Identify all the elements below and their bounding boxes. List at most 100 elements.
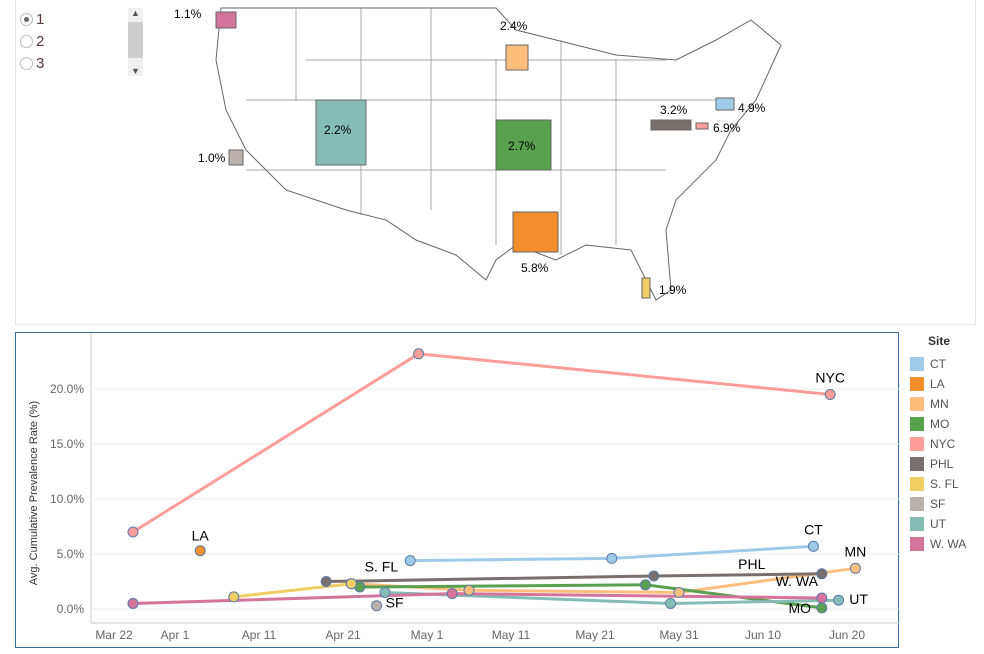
state-value-label: 1.0% <box>198 151 226 165</box>
x-tick-label: May 11 <box>492 628 531 642</box>
y-tick-label: 15.0% <box>50 437 84 451</box>
data-point[interactable] <box>127 598 139 609</box>
data-point[interactable] <box>673 587 685 598</box>
legend-item[interactable]: PHL <box>910 454 966 474</box>
legend-swatch <box>910 357 924 371</box>
legend-label: MO <box>930 417 950 431</box>
data-point[interactable] <box>665 598 677 609</box>
legend-item[interactable]: UT <box>910 514 966 534</box>
filter-option-1[interactable]: 1 <box>20 8 44 30</box>
data-point[interactable] <box>228 591 240 603</box>
state-MN[interactable]: 2.4% <box>500 19 529 71</box>
data-point[interactable] <box>379 587 391 598</box>
filter-option-3[interactable]: 3 <box>20 52 44 74</box>
state-UT[interactable]: 2.2% <box>315 99 367 166</box>
y-tick-label: 5.0% <box>57 547 85 561</box>
y-axis-title: Avg. Cumulative Prevalence Rate (%) <box>28 401 40 585</box>
radio-button[interactable] <box>20 12 33 26</box>
site-filter: 1 2 3 <box>20 8 44 74</box>
y-tick-label: 0.0% <box>57 602 85 616</box>
us-map: 1.1% 2.4% 2.2% 2.7% 3.2% 4.9% 6.9% 1.0% 5.8% 1.9% <box>15 0 976 325</box>
data-point[interactable] <box>816 568 828 580</box>
state-FL[interactable]: 1.9% <box>641 277 687 299</box>
legend-swatch <box>910 417 924 431</box>
state-CA[interactable]: 1.0% <box>198 149 244 166</box>
series-label: LA <box>192 528 210 544</box>
state-PA[interactable]: 3.2% <box>650 103 692 131</box>
legend-label: LA <box>930 377 945 391</box>
state-value-label: 6.9% <box>713 121 741 135</box>
x-tick-label: Jun 10 <box>745 628 781 642</box>
state-value-label: 3.2% <box>660 103 688 117</box>
option-label: 2 <box>36 32 45 50</box>
legend-label: MN <box>930 397 949 411</box>
data-point[interactable] <box>648 570 660 582</box>
state-LA[interactable]: 5.8% <box>512 211 559 275</box>
data-point[interactable] <box>446 588 458 600</box>
data-point[interactable] <box>807 540 819 552</box>
option-label: 3 <box>36 54 45 72</box>
data-point[interactable] <box>606 552 618 564</box>
radio-button[interactable] <box>20 34 33 48</box>
data-point[interactable] <box>849 562 861 574</box>
series-line-NYC <box>132 352 831 534</box>
data-point[interactable] <box>816 602 828 614</box>
x-tick-label: Apr 11 <box>242 628 277 642</box>
legend-item[interactable]: MN <box>910 394 966 414</box>
series-label: NYC <box>815 370 845 386</box>
x-tick-label: May 1 <box>411 628 444 642</box>
series-label: CT <box>804 521 823 537</box>
legend-item[interactable]: MO <box>910 414 966 434</box>
data-point[interactable] <box>816 592 828 604</box>
scroll-up-icon[interactable]: ▲ <box>131 8 140 18</box>
state-WA[interactable]: 1.1% <box>174 7 237 29</box>
state-value-label: 1.1% <box>174 7 202 21</box>
series-label: W. WA <box>776 573 819 589</box>
state-CT[interactable]: 4.9% <box>715 97 766 115</box>
state-value-label: 5.8% <box>521 261 549 275</box>
legend-item[interactable]: LA <box>910 374 966 394</box>
legend-label: CT <box>930 357 946 371</box>
legend-swatch <box>910 497 924 511</box>
data-point[interactable] <box>639 579 651 591</box>
scroll-thumb[interactable] <box>128 22 143 58</box>
legend-swatch <box>910 377 924 391</box>
data-point[interactable] <box>404 555 416 567</box>
filter-scrollbar[interactable]: ▲ ▼ <box>128 8 143 76</box>
data-point[interactable] <box>371 600 383 612</box>
radio-button[interactable] <box>20 56 33 70</box>
legend-swatch <box>910 437 924 451</box>
x-tick-label: Apr 21 <box>325 628 361 642</box>
legend-swatch <box>910 457 924 471</box>
data-point[interactable] <box>127 526 139 538</box>
x-tick-label: May 31 <box>659 628 699 642</box>
scroll-down-icon[interactable]: ▼ <box>131 66 140 76</box>
state-value-label: 2.4% <box>500 19 528 33</box>
state-MO[interactable]: 2.7% <box>495 119 552 171</box>
data-point[interactable] <box>833 594 845 606</box>
data-point[interactable] <box>824 389 836 400</box>
series-label: S. FL <box>365 559 399 575</box>
legend-item[interactable]: CT <box>910 354 966 374</box>
data-point[interactable] <box>194 545 206 557</box>
legend-label: SF <box>930 497 946 511</box>
legend-item[interactable]: W. WA <box>910 534 966 554</box>
state-NY[interactable]: 6.9% <box>695 121 741 135</box>
data-point[interactable] <box>463 584 475 596</box>
legend-label: W. WA <box>930 537 967 551</box>
series-line-S. FL <box>233 582 352 599</box>
filter-option-2[interactable]: 2 <box>20 30 44 52</box>
legend-item[interactable]: S. FL <box>910 474 966 494</box>
legend-label: S. FL <box>930 477 959 491</box>
data-point[interactable] <box>320 576 332 587</box>
state-value-label: 2.7% <box>508 139 536 153</box>
series-label: SF <box>386 595 404 611</box>
prevalence-chart: 0.0% 5.0% 10.0% 15.0% 20.0% Mar 22 Apr 1 Apr 11… <box>15 332 900 648</box>
state-value-label: 1.9% <box>659 283 687 297</box>
legend-item[interactable]: SF <box>910 494 966 514</box>
series-line-PHL <box>326 572 822 583</box>
legend-swatch <box>910 537 924 551</box>
legend-item[interactable]: NYC <box>910 434 966 454</box>
data-point[interactable] <box>413 348 425 360</box>
data-point[interactable] <box>345 578 357 590</box>
